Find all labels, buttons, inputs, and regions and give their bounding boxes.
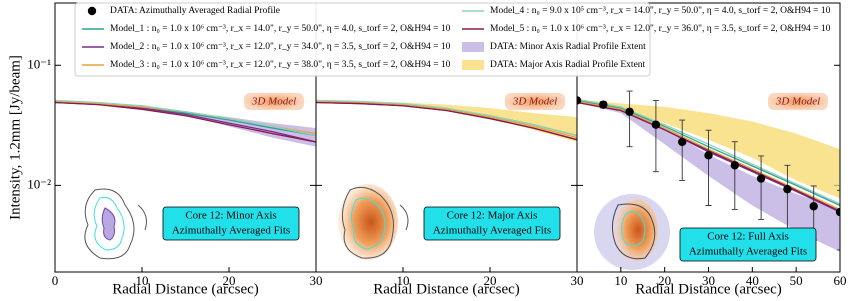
model-tag-bg <box>244 93 304 110</box>
core-label-box <box>679 227 817 262</box>
data-point <box>809 202 818 211</box>
legend-marker <box>462 42 484 52</box>
error-bar <box>837 189 840 251</box>
y-tick-label: 10⁻¹ <box>27 56 51 71</box>
x-tick-label: 40 <box>746 273 759 288</box>
model-line <box>316 99 577 137</box>
x-tick-label: 30 <box>310 273 323 288</box>
legend-label: Model_3 : n₀ = 1.0 x 10⁶ cm⁻³, r_x = 12.… <box>110 59 451 70</box>
data-point <box>704 151 713 160</box>
x-tick-label: 20 <box>658 273 671 288</box>
legend-label: Model_2 : n₀ = 1.0 x 10⁶ cm⁻³, r_x = 12.… <box>110 41 451 52</box>
y-tick-label: 10⁻² <box>27 176 51 191</box>
legend-label: DATA: Azimuthally Averaged Radial Profil… <box>110 5 280 16</box>
data-point <box>756 174 766 183</box>
data-point <box>835 207 840 217</box>
model-line <box>55 101 316 143</box>
data-point <box>678 137 687 147</box>
legend-marker <box>462 60 484 70</box>
error-bar <box>758 155 765 220</box>
inset-full <box>594 194 670 270</box>
core-label: Core 12: Full Axis <box>707 231 789 243</box>
model-line <box>55 99 316 137</box>
error-bar <box>652 99 659 173</box>
x-tick-label: 0 <box>52 273 59 288</box>
extent-band <box>577 99 840 199</box>
model-line <box>316 100 577 139</box>
extent-band <box>577 101 840 252</box>
error-bar <box>705 129 712 206</box>
model-tag: 3D Model <box>775 96 820 108</box>
core-label-box <box>423 206 561 241</box>
error-bar <box>731 141 738 210</box>
core-label-box <box>162 206 300 241</box>
x-tick-label: 10 <box>397 273 410 288</box>
x-tick-label: 10 <box>614 273 627 288</box>
legend-box <box>74 2 651 77</box>
x-tick-label: 50 <box>790 273 803 288</box>
x-tick-label: 60 <box>834 273 847 288</box>
plot-area <box>577 90 840 252</box>
core-label: Azimuthally Averaged Fits <box>433 225 551 237</box>
inset-minor <box>84 188 147 260</box>
x-tick-label: 30 <box>571 273 584 288</box>
legend-label: Model_5 : n₀ = 1.0 x 10⁶ cm⁻³, r_x = 12.… <box>490 23 831 34</box>
plot-area <box>55 99 316 147</box>
x-axis-label: Radial Distance (arcsec) <box>635 281 782 297</box>
legend-label: DATA: Minor Axis Radial Profile Extent <box>490 41 646 52</box>
data-point <box>577 96 582 105</box>
extent-band <box>316 100 577 142</box>
core-label: Core 12: Minor Axis <box>185 210 276 222</box>
data-point <box>651 120 661 129</box>
data-point <box>625 107 634 116</box>
model-tag: 3D Model <box>251 96 296 108</box>
core-label: Azimuthally Averaged Fits <box>172 225 290 237</box>
error-bar <box>679 119 686 181</box>
plot-area <box>316 99 577 142</box>
x-axis-label: Radial Distance (arcsec) <box>373 281 520 297</box>
data-point <box>783 184 792 194</box>
core-label: Core 12: Major Axis <box>447 210 538 222</box>
x-tick-label: 20 <box>223 273 236 288</box>
model-tag-bg <box>768 93 828 110</box>
model-line <box>316 101 577 141</box>
x-tick-label: 30 <box>702 273 715 288</box>
x-axis-label: Radial Distance (arcsec) <box>112 281 259 297</box>
inset-major <box>338 184 409 260</box>
data-point <box>730 161 739 170</box>
x-tick-label: 20 <box>484 273 497 288</box>
extent-band <box>55 101 316 147</box>
data-point <box>599 100 608 109</box>
legend-label: Model_1 : n₀ = 1.0 x 10⁶ cm⁻³, r_x = 14.… <box>110 23 451 34</box>
model-tag-bg <box>505 93 565 110</box>
legend-label: Model_4 : n₀ = 9.0 x 10⁵ cm⁻³, r_x = 14.… <box>490 5 831 16</box>
model-tag: 3D Model <box>512 96 557 108</box>
legend-label: DATA: Major Axis Radial Profile Extent <box>490 59 646 70</box>
error-bar <box>626 90 633 148</box>
x-tick-label: 10 <box>136 273 149 288</box>
y-axis-label: Intensity, 1.2mm [Jy/beam] <box>7 55 23 220</box>
legend-marker <box>87 6 97 16</box>
core-label: Azimuthally Averaged Fits <box>689 246 807 258</box>
